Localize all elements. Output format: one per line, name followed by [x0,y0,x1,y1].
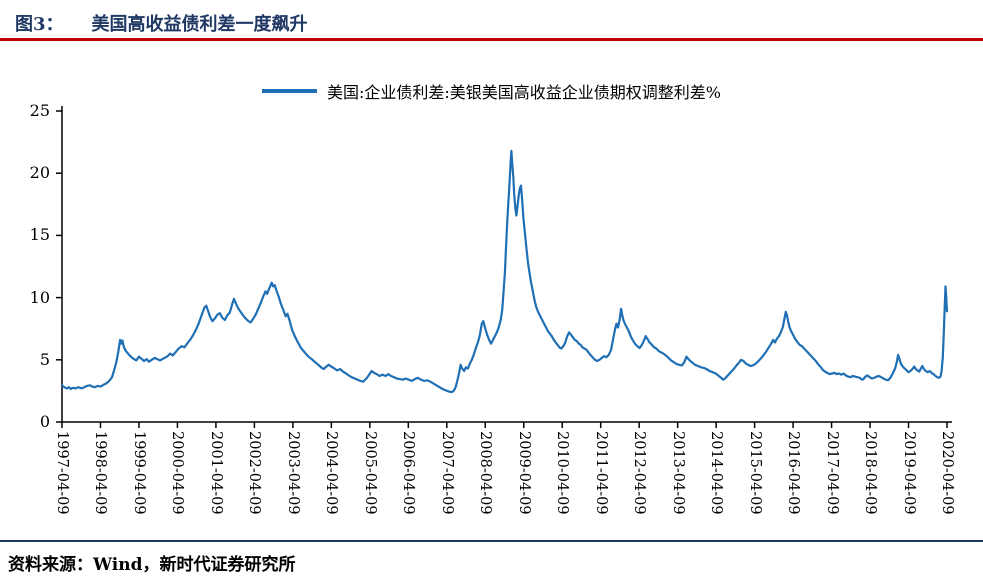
x-axis-tick-label: 2010-04-09 [554,431,571,515]
x-axis-tick-label: 2016-04-09 [785,431,802,515]
figure-title-row: 图3： 美国高收益债利差一度飙升 [15,10,308,36]
x-axis-tick-label: 2002-04-09 [246,431,263,515]
x-axis-tick-label: 2005-04-09 [361,431,378,515]
y-axis-tick-label: 5 [39,349,50,369]
y-axis-tick-label: 20 [29,163,50,183]
x-axis-tick-label: 2020-04-09 [939,431,955,515]
y-axis-tick-label: 25 [29,101,50,120]
legend-line-swatch [262,89,317,93]
legend-series-label: 美国:企业债利差:美银美国高收益企业债期权调整利差% [327,83,721,102]
chart-axes [61,106,952,423]
x-axis-tick-label: 2004-04-09 [323,431,340,515]
x-axis-tick-label: 2006-04-09 [400,431,417,515]
x-axis-tick-label: 2011-04-09 [592,431,609,515]
figure-title: 美国高收益债利差一度飙升 [91,14,308,35]
x-axis-tick-label: 1999-04-09 [130,431,147,515]
chart-legend: 美国:企业债利差:美银美国高收益企业债期权调整利差% [0,79,983,103]
x-axis-tick-label: 2018-04-09 [862,431,879,515]
top-divider-rule [0,38,983,41]
x-axis-tick-label: 2014-04-09 [708,431,725,515]
bottom-divider-rule [0,540,983,542]
data-source-note: 资料来源：Wind，新时代证券研究所 [8,555,296,575]
y-axis-tick-label: 15 [29,225,50,245]
x-axis-tick-label: 2003-04-09 [284,431,301,515]
x-axis-tick-label: 2019-04-09 [900,431,917,515]
x-axis-tick-label: 2000-04-09 [169,431,186,515]
x-axis-tick-label: 2015-04-09 [746,431,763,515]
x-axis-tick-label: 2013-04-09 [669,431,686,515]
x-axis-tick-label: 2008-04-09 [477,431,494,515]
x-axis-tick-label: 2007-04-09 [438,431,455,515]
x-axis-tick-label: 2001-04-09 [207,431,224,515]
x-axis-tick-label: 1997-04-09 [54,431,70,515]
x-axis-tick-label: 2009-04-09 [515,431,532,515]
y-axis-tick-label: 0 [39,412,50,431]
figure-number-label: 图3： [15,14,64,35]
x-axis-tick-label: 1998-04-09 [92,431,109,515]
y-axis-tick-label: 10 [29,287,50,307]
series-line [60,149,949,394]
x-axis-tick-label: 2012-04-09 [631,431,648,515]
x-axis-tick-label: 2017-04-09 [823,431,840,515]
